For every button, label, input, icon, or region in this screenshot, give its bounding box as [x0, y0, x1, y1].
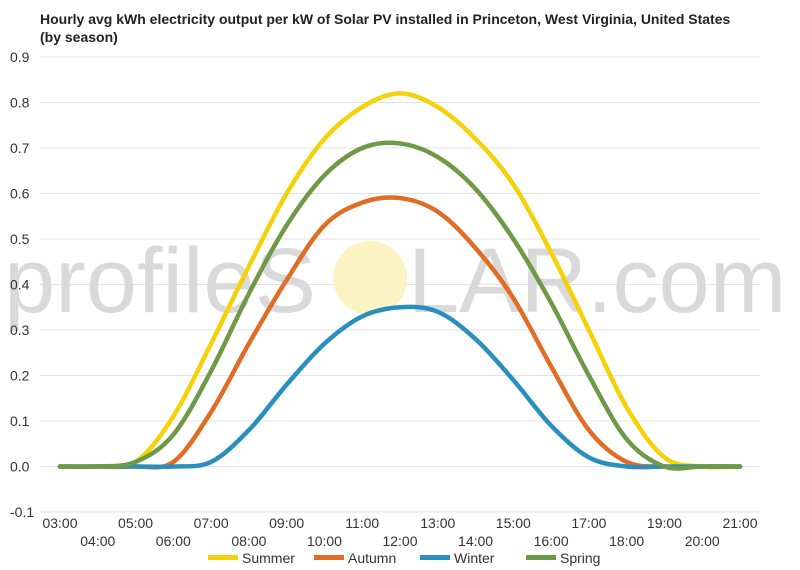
x-tick-label: 06:00	[156, 533, 191, 549]
y-tick-label: 0.3	[10, 322, 30, 338]
legend-label-summer: Summer	[242, 550, 295, 566]
y-tick-label: 0.0	[10, 459, 30, 475]
y-tick-label: 0.8	[10, 95, 30, 111]
x-tick-label: 18:00	[609, 533, 644, 549]
x-tick-label: 10:00	[307, 533, 342, 549]
x-tick-label: 20:00	[685, 533, 720, 549]
y-tick-label: -0.1	[10, 504, 34, 520]
y-tick-label: 0.4	[10, 277, 30, 293]
x-tick-label: 12:00	[382, 533, 417, 549]
x-tick-label: 21:00	[722, 515, 757, 531]
y-tick-label: 0.9	[10, 49, 30, 65]
x-tick-label: 05:00	[118, 515, 153, 531]
x-tick-label: 16:00	[534, 533, 569, 549]
y-tick-label: 0.6	[10, 186, 30, 202]
series-lines	[57, 91, 743, 471]
x-tick-label: 07:00	[194, 515, 229, 531]
legend-label-winter: Winter	[454, 550, 495, 566]
y-tick-label: 0.2	[10, 368, 30, 384]
watermark-sun-icon	[333, 241, 407, 315]
y-axis: -0.1 0.0 0.1 0.2 0.3 0.4 0.5 0.6 0.7 0.8 0.9	[10, 49, 34, 520]
y-tick-label: 0.1	[10, 413, 30, 429]
x-tick-label: 15:00	[496, 515, 531, 531]
legend-swatch-spring	[526, 555, 556, 560]
series-line-spring	[57, 140, 743, 471]
watermark-right-text: LAR.com	[408, 230, 786, 332]
legend: Summer Autumn Winter Spring	[208, 550, 600, 566]
y-tick-label: 0.7	[10, 140, 30, 156]
series-line-winter	[57, 304, 743, 470]
watermark-left-text: profileS	[4, 230, 316, 332]
x-tick-label: 08:00	[231, 533, 266, 549]
x-tick-label: 03:00	[42, 515, 77, 531]
x-tick-label: 17:00	[571, 515, 606, 531]
chart-title: Hourly avg kWh electricity output per kW…	[40, 11, 731, 45]
x-tick-label: 14:00	[458, 533, 493, 549]
x-tick-label: 13:00	[420, 515, 455, 531]
series-line-autumn	[57, 195, 743, 470]
x-tick-label: 11:00	[345, 515, 379, 531]
x-tick-label: 04:00	[80, 533, 115, 549]
x-tick-label: 19:00	[647, 515, 682, 531]
series-line-summer	[57, 91, 743, 470]
x-tick-label: 09:00	[269, 515, 304, 531]
y-tick-label: 0.5	[10, 231, 30, 247]
x-axis: 03:0004:0005:0006:0007:0008:0009:0010:00…	[42, 515, 757, 549]
legend-swatch-winter	[420, 555, 450, 560]
legend-swatch-autumn	[314, 555, 344, 560]
legend-swatch-summer	[208, 555, 238, 560]
watermark: profileS LAR.com	[4, 230, 786, 332]
legend-label-autumn: Autumn	[348, 550, 396, 566]
legend-label-spring: Spring	[560, 550, 600, 566]
